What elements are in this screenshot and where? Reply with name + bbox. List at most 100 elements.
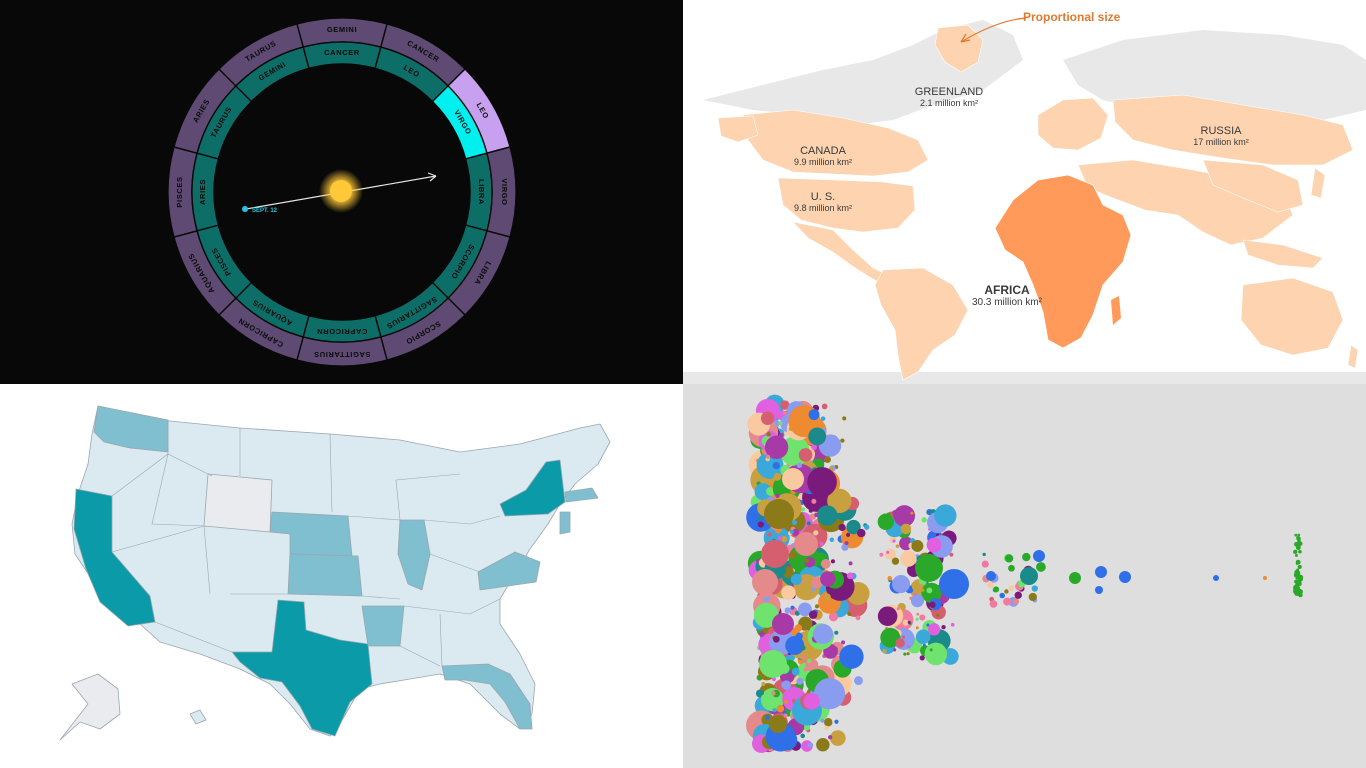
state-virginia[interactable] bbox=[477, 551, 541, 591]
bubble bbox=[919, 614, 926, 621]
russia-label: RUSSIA bbox=[1201, 125, 1243, 137]
bubble bbox=[1263, 576, 1267, 580]
bubble bbox=[817, 505, 838, 526]
bubble bbox=[1298, 549, 1302, 554]
zodiac-sign-label: LIBRA bbox=[477, 179, 486, 205]
bubble bbox=[1295, 545, 1301, 551]
bubble bbox=[1008, 564, 1015, 572]
bubble bbox=[800, 507, 806, 512]
bubble bbox=[752, 569, 778, 595]
state-texas[interactable] bbox=[231, 599, 373, 737]
zodiac-sign-label: GEMINI bbox=[327, 25, 357, 34]
bubble bbox=[855, 615, 861, 621]
world-land bbox=[683, 20, 1366, 384]
bubble bbox=[778, 421, 783, 426]
bubble bbox=[765, 715, 771, 720]
bubble bbox=[764, 435, 789, 459]
bubble bbox=[1003, 597, 1012, 606]
bubble bbox=[1294, 553, 1298, 557]
bubble bbox=[820, 416, 826, 422]
bubble bbox=[806, 658, 811, 663]
greenland-label: GREENLAND bbox=[915, 86, 984, 98]
state-alaska[interactable] bbox=[59, 673, 121, 741]
bubble bbox=[922, 643, 926, 647]
bubble bbox=[795, 632, 803, 640]
bubble bbox=[884, 548, 896, 560]
state-arkansas[interactable] bbox=[361, 605, 405, 647]
africa-value: 30.3 million km² bbox=[972, 297, 1043, 308]
bubble bbox=[773, 473, 782, 481]
bubble bbox=[1095, 566, 1107, 578]
bubble bbox=[772, 461, 780, 470]
bubble bbox=[813, 678, 846, 710]
bubble bbox=[830, 559, 835, 564]
bubble bbox=[1020, 567, 1038, 585]
bubble bbox=[824, 718, 833, 727]
zodiac-segment bbox=[234, 46, 310, 103]
bubble bbox=[834, 630, 839, 635]
bubble bbox=[987, 581, 994, 589]
canada-value: 9.9 million km² bbox=[794, 157, 852, 167]
bubble bbox=[766, 432, 771, 437]
state-hawaii[interactable] bbox=[189, 709, 207, 725]
bubble bbox=[1119, 571, 1131, 583]
bubble bbox=[902, 619, 909, 626]
zodiac-wheel-panel: GEMINI CANCER LEO VIRGO LIBRA SCORPIO SAGITTAR… bbox=[0, 0, 683, 384]
bubble bbox=[887, 576, 893, 581]
bubble bbox=[759, 690, 764, 696]
state-new-jersey[interactable] bbox=[559, 511, 571, 535]
bubble bbox=[824, 593, 831, 601]
bubble bbox=[921, 517, 927, 523]
bubble bbox=[794, 624, 803, 632]
bubble bbox=[789, 529, 794, 534]
bubble bbox=[1296, 536, 1301, 541]
bubble bbox=[846, 572, 854, 580]
bubble bbox=[981, 560, 989, 568]
bubble bbox=[902, 635, 906, 639]
bubble bbox=[813, 530, 819, 536]
bubble bbox=[790, 573, 803, 586]
bubble bbox=[757, 515, 763, 520]
bubble bbox=[1036, 562, 1046, 572]
bubble bbox=[819, 541, 824, 546]
bubble bbox=[820, 558, 831, 569]
bubble bbox=[1033, 550, 1045, 562]
bubble bbox=[842, 416, 847, 421]
state-new-york[interactable] bbox=[499, 459, 566, 517]
bubble bbox=[839, 644, 864, 669]
bubble bbox=[808, 610, 818, 619]
state-massachusetts[interactable] bbox=[564, 487, 599, 503]
bubble bbox=[846, 532, 851, 537]
bubble bbox=[916, 612, 920, 616]
bubble bbox=[882, 648, 887, 654]
bubble bbox=[792, 520, 798, 526]
bubble bbox=[775, 493, 780, 498]
state-kansas[interactable] bbox=[287, 553, 363, 597]
zodiac-sign-label: CANCER bbox=[324, 48, 360, 57]
bubble bbox=[999, 592, 1005, 599]
bubble bbox=[921, 588, 925, 592]
bubble bbox=[891, 557, 900, 565]
bubble bbox=[800, 733, 806, 739]
bubble bbox=[896, 607, 900, 611]
bubble bbox=[877, 513, 895, 530]
date-marker bbox=[242, 206, 248, 212]
state-california[interactable] bbox=[73, 488, 156, 627]
bubble bbox=[1022, 552, 1031, 562]
callout-arrow bbox=[960, 17, 1027, 43]
bubble bbox=[854, 676, 863, 686]
bubble bbox=[1014, 591, 1022, 599]
bubble bbox=[810, 576, 823, 589]
state-florida[interactable] bbox=[441, 663, 533, 730]
bubble bbox=[827, 488, 852, 514]
bubble bbox=[840, 438, 845, 443]
bubble bbox=[820, 718, 825, 723]
madagascar bbox=[1111, 296, 1121, 325]
state-wyoming[interactable] bbox=[203, 473, 273, 533]
bubble bbox=[900, 523, 912, 535]
date-label: SEPT. 12 bbox=[252, 208, 278, 214]
bubble bbox=[910, 511, 914, 515]
zodiac-wheel: GEMINICANCERLEOVIRGOLIBRASCORPIOSAGITTAR… bbox=[167, 17, 517, 367]
bubble bbox=[857, 528, 866, 538]
bubble bbox=[827, 735, 833, 740]
